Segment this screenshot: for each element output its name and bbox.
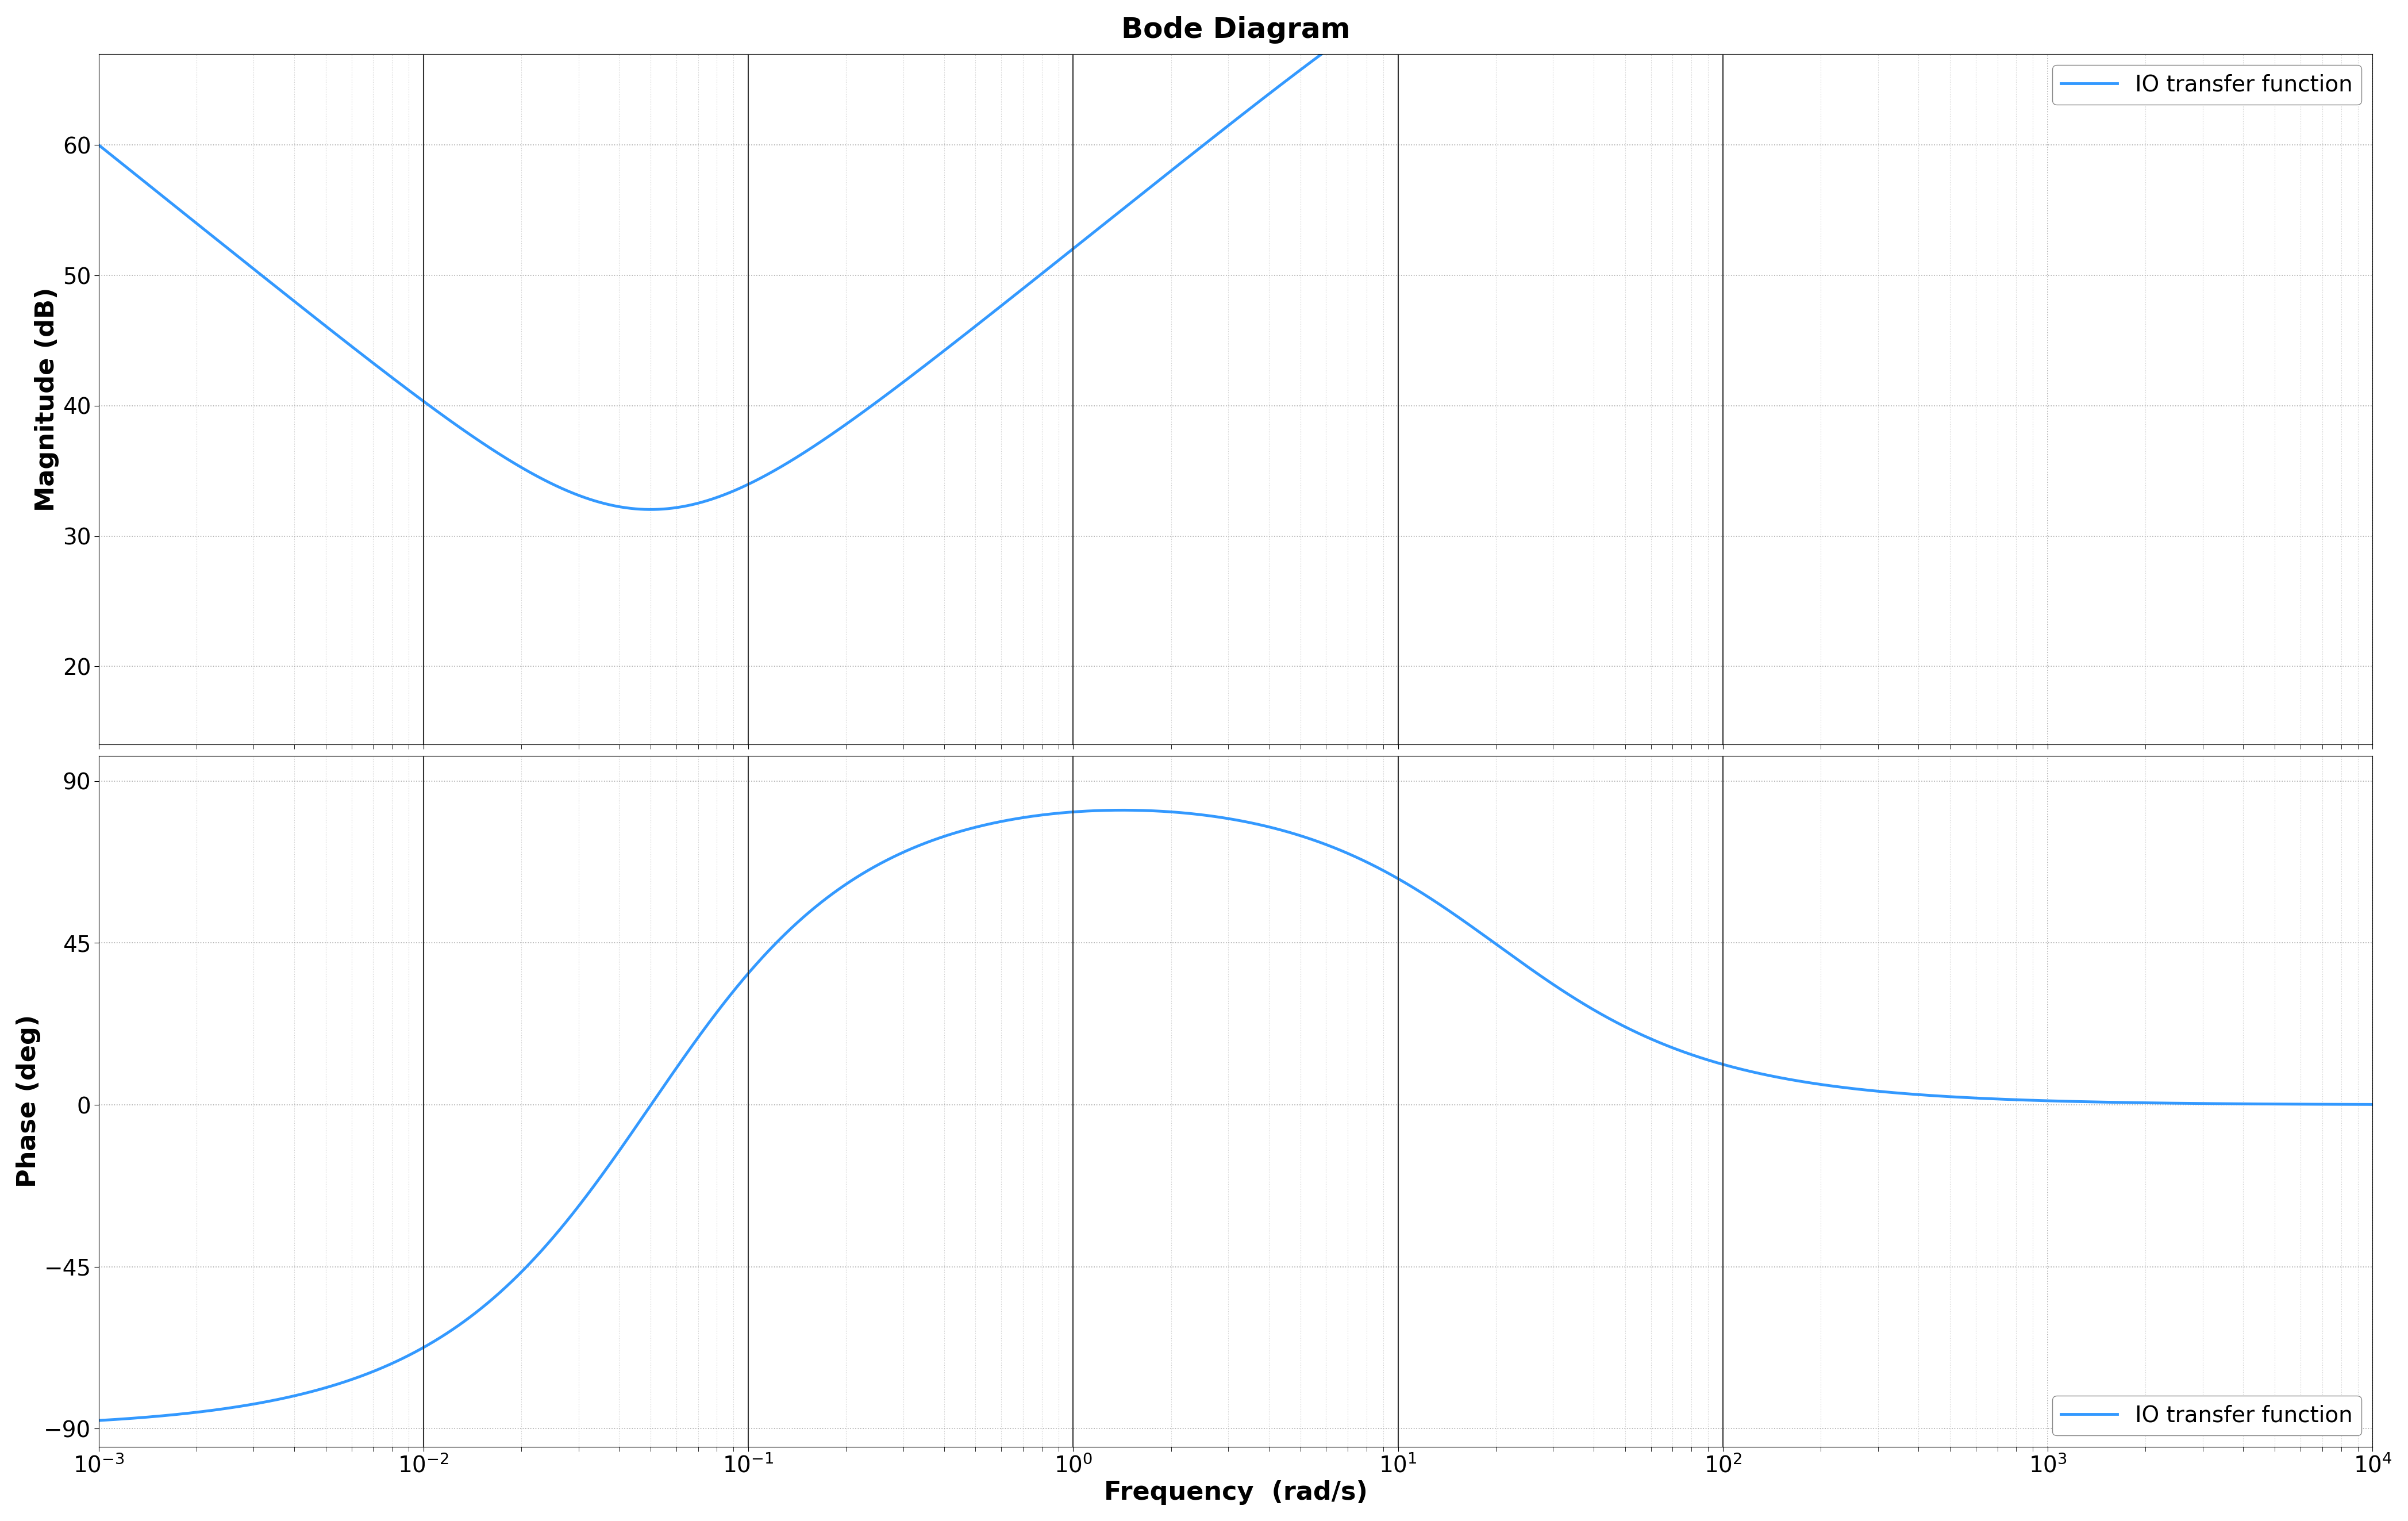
Legend: IO transfer function: IO transfer function bbox=[2052, 65, 2362, 105]
IO transfer function bbox=[1782, 1071, 1811, 1089]
IO transfer function bbox=[1955, 1089, 1984, 1107]
IO transfer function bbox=[498, 453, 527, 472]
IO transfer function bbox=[84, 1411, 113, 1430]
IO transfer function bbox=[954, 322, 982, 341]
IO transfer function bbox=[498, 1273, 527, 1291]
IO transfer function bbox=[84, 135, 113, 154]
IO transfer function bbox=[954, 820, 982, 838]
Title: Bode Diagram: Bode Diagram bbox=[1122, 15, 1351, 44]
IO transfer function bbox=[1450, 911, 1479, 929]
Line: IO transfer function: IO transfer function bbox=[99, 811, 2372, 1421]
X-axis label: Frequency  (rad/s): Frequency (rad/s) bbox=[1103, 1480, 1368, 1506]
Line: IO transfer function: IO transfer function bbox=[99, 0, 2372, 510]
Legend: IO transfer function: IO transfer function bbox=[2052, 1396, 2362, 1436]
IO transfer function bbox=[1108, 802, 1137, 820]
IO transfer function bbox=[1563, 992, 1592, 1010]
Y-axis label: Magnitude (dB): Magnitude (dB) bbox=[34, 287, 60, 511]
IO transfer function bbox=[636, 500, 665, 519]
IO transfer function bbox=[2357, 1095, 2386, 1113]
Y-axis label: Phase (deg): Phase (deg) bbox=[17, 1015, 41, 1188]
